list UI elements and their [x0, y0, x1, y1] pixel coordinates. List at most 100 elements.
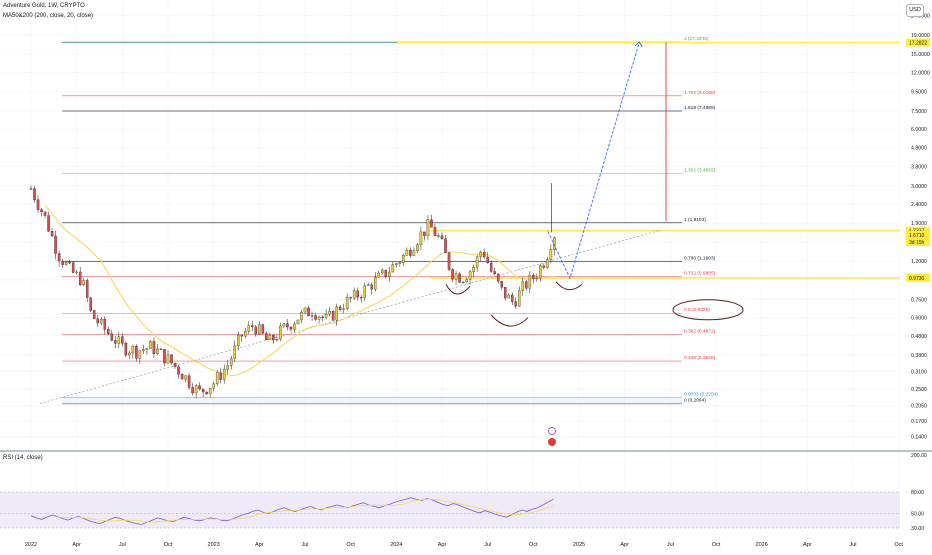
candle-body	[479, 251, 482, 257]
candle-body	[525, 281, 528, 289]
fib-label: 1.702 (9.0169)	[684, 90, 716, 96]
candle-body	[419, 231, 423, 245]
candle-body	[345, 297, 349, 310]
candle-body	[247, 325, 251, 332]
candle-body	[370, 284, 373, 290]
price-tick-label: 4.8000	[911, 145, 927, 151]
candle-body	[85, 280, 89, 298]
candle-body	[258, 324, 261, 335]
candle-body	[539, 265, 542, 279]
candle-body	[409, 249, 412, 256]
candle-body	[451, 269, 454, 280]
fib-label: 1 (1.9103)	[684, 217, 706, 223]
candle-body	[437, 235, 440, 237]
time-tick-label: Apr	[620, 542, 629, 548]
candle-body	[215, 372, 219, 384]
price-tag-box	[906, 274, 930, 282]
candle-body	[107, 329, 110, 334]
candle-body	[219, 372, 222, 380]
candle-body	[391, 264, 395, 273]
time-tick-label: 2024	[390, 542, 402, 548]
candle-body	[542, 265, 546, 268]
candle-body	[398, 262, 402, 264]
candle-body	[384, 269, 388, 277]
trendline	[40, 229, 662, 404]
price-tag: 0.9730	[906, 274, 930, 282]
rsi-tick-label: 30.00	[911, 526, 924, 532]
price-tick-label: 0.3100	[911, 370, 927, 376]
candle-body	[321, 316, 324, 318]
candle-body	[553, 237, 556, 250]
candle-body	[465, 279, 468, 283]
candle-body	[279, 325, 282, 340]
fib-band	[62, 397, 682, 404]
time-tick-label: Jul	[667, 542, 674, 548]
candle-body	[300, 311, 303, 321]
candle-body	[222, 369, 226, 380]
candle-body	[377, 272, 381, 278]
currency-button[interactable]: USD	[906, 4, 924, 17]
time-tick-label: 2025	[573, 542, 585, 548]
candle-body	[528, 274, 532, 289]
fib-label: 0.786 (1.1903)	[684, 256, 716, 262]
candle-body	[68, 262, 71, 264]
candle-body	[412, 250, 416, 256]
candle-body	[121, 336, 124, 344]
candle-body	[282, 323, 286, 327]
price-tick-label: 15.0000	[911, 52, 930, 58]
candle-body	[328, 311, 331, 315]
candle-body	[233, 345, 236, 359]
fib-label: 0 (0.2094)	[684, 398, 706, 404]
candle-body	[293, 323, 296, 330]
candle-body	[496, 273, 500, 282]
candle-body	[71, 262, 75, 273]
price-tick-label: 19.0000	[911, 33, 930, 39]
rsi-tick-label: 50.00	[911, 512, 924, 518]
candle-body	[303, 307, 307, 313]
price-tick-label: 200.00	[911, 453, 927, 459]
grid	[0, 0, 900, 540]
candles	[29, 183, 556, 399]
candle-body	[454, 273, 458, 280]
candle-body	[444, 238, 447, 253]
candle-body	[244, 331, 247, 337]
candle-body	[486, 256, 489, 264]
price-tag-box	[906, 226, 930, 235]
time-axis: 2022 Apr Jul Oct 2023 Apr Jul Oct 2024 Apr Jul Oct 2…	[25, 542, 904, 548]
price-tick-label: 0.4800	[911, 334, 927, 340]
candle-body	[33, 188, 36, 200]
price-tick-label: 0.1400	[911, 435, 927, 441]
arrow-head	[634, 41, 643, 48]
candle-body	[145, 348, 149, 350]
candle-body	[240, 334, 244, 337]
candle-body	[163, 349, 166, 364]
candle-body	[275, 338, 279, 341]
candle-body	[335, 306, 338, 321]
candle-body	[261, 324, 265, 334]
candle-body	[170, 354, 173, 364]
candle-body	[307, 307, 310, 317]
candle-body	[286, 323, 289, 328]
price-tag: 1.6710	[906, 231, 930, 239]
price-tick-label: 1.2000	[911, 259, 927, 265]
candle-body	[433, 227, 437, 237]
price-tick-label: 1.9000	[911, 221, 927, 227]
fib-label: 0.382 (0.4872)	[684, 329, 716, 335]
candle-body	[128, 352, 131, 356]
candle-body	[314, 315, 317, 320]
price-tick-label: 0.6000	[911, 316, 927, 322]
candle-body	[92, 310, 96, 319]
fib-label: 0.702 (0.9885)	[684, 271, 716, 277]
candle-body	[61, 260, 64, 265]
price-tag: 3d 15h	[906, 238, 930, 246]
rsi-ma-line	[57, 498, 554, 523]
candle-body	[54, 235, 57, 254]
candle-body	[472, 267, 475, 272]
candle-body	[212, 383, 215, 389]
candle-body	[482, 251, 486, 258]
head-curve	[490, 314, 529, 327]
time-tick-label: Apr	[803, 542, 812, 548]
candle-body	[359, 297, 363, 299]
candle-body	[205, 391, 208, 395]
